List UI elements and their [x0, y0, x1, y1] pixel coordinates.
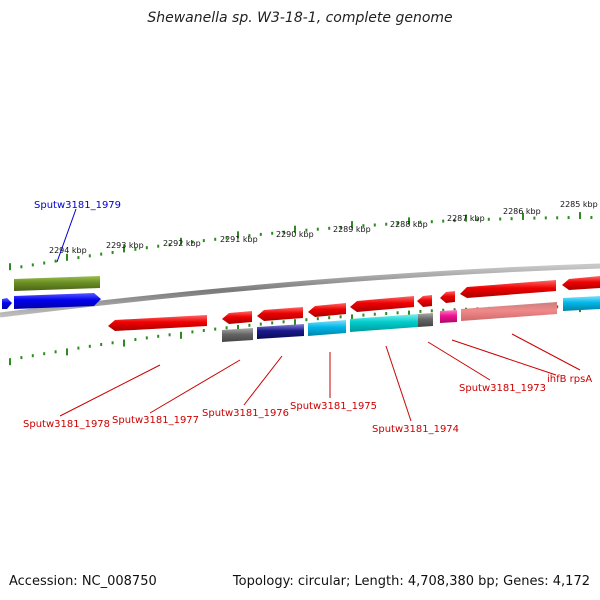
scale-label-2294: 2294 kbp: [49, 246, 87, 255]
outer-scale-ruler: [9, 212, 593, 271]
feature-navy-1976[interactable]: [257, 324, 304, 339]
feature-teal-1974[interactable]: [350, 314, 418, 332]
feature-red-1975-top[interactable]: [308, 303, 346, 317]
gene-label-1973[interactable]: Sputw3181_1973: [459, 383, 546, 394]
genome-summary-text: Topology: circular; Length: 4,708,380 bp…: [232, 574, 590, 589]
callout-line-rpsa: [511, 333, 581, 371]
scale-label-2293: 2293 kbp: [106, 241, 144, 250]
scale-label-2290: 2290 kbp: [276, 230, 314, 239]
callout-line-1979: [56, 208, 77, 263]
feature-cyan-edge[interactable]: [563, 296, 600, 311]
feature-red-1976-top[interactable]: [257, 307, 303, 321]
gene-label-1977[interactable]: Sputw3181_1977: [112, 415, 199, 426]
gene-label-1974[interactable]: Sputw3181_1974: [372, 424, 459, 435]
gene-label-1979[interactable]: Sputw3181_1979: [34, 200, 121, 211]
scale-label-2291: 2291 kbp: [220, 235, 258, 244]
feature-gray-1977[interactable]: [222, 328, 253, 342]
scale-label-2288: 2288 kbp: [390, 220, 428, 229]
callout-line-1976: [243, 355, 283, 406]
callout-line-1973: [427, 341, 491, 381]
feature-red-rpsa[interactable]: [460, 280, 556, 298]
scale-label-2289: 2289 kbp: [333, 225, 371, 234]
feature-blue-forward-edge[interactable]: [2, 298, 12, 309]
accession-text: Accession: NC_008750: [9, 574, 157, 589]
feature-blue-forward[interactable]: [14, 293, 101, 309]
callout-line-1978: [59, 364, 161, 417]
map-title: Shewanella sp. W3-18-1, complete genome: [147, 10, 453, 26]
feature-pink-1973[interactable]: [440, 310, 457, 323]
gene-label-1975[interactable]: Sputw3181_1975: [290, 401, 377, 412]
feature-red-1977-top[interactable]: [222, 311, 252, 324]
gene-label-ihfb-rpsa[interactable]: ihfB rpsA: [547, 374, 592, 385]
scale-label-2285: 2285 kbp: [560, 200, 598, 209]
scale-label-2287: 2287 kbp: [447, 214, 485, 223]
gene-label-1976[interactable]: Sputw3181_1976: [202, 408, 289, 419]
feature-gray-1974b[interactable]: [418, 313, 433, 327]
feature-olive-forward[interactable]: [14, 276, 100, 291]
feature-salmon-rpsa[interactable]: [461, 302, 557, 321]
feature-red-1974-top[interactable]: [350, 296, 414, 312]
callout-line-1974: [385, 345, 412, 422]
feature-red-1978[interactable]: [108, 315, 207, 331]
scale-label-2292: 2292 kbp: [163, 239, 201, 248]
callout-line-ihfb-a: [451, 339, 557, 376]
gene-label-1978[interactable]: Sputw3181_1978: [23, 419, 110, 430]
forward-strand-features: [2, 276, 600, 324]
feature-cyan-1975[interactable]: [308, 320, 346, 336]
reverse-strand-features: [108, 296, 600, 342]
scale-label-2286: 2286 kbp: [503, 207, 541, 216]
callout-line-1977: [149, 359, 241, 414]
feature-red-edge[interactable]: [562, 276, 600, 290]
feature-red-ihfb[interactable]: [440, 291, 455, 303]
feature-red-1973-top[interactable]: [417, 295, 432, 307]
